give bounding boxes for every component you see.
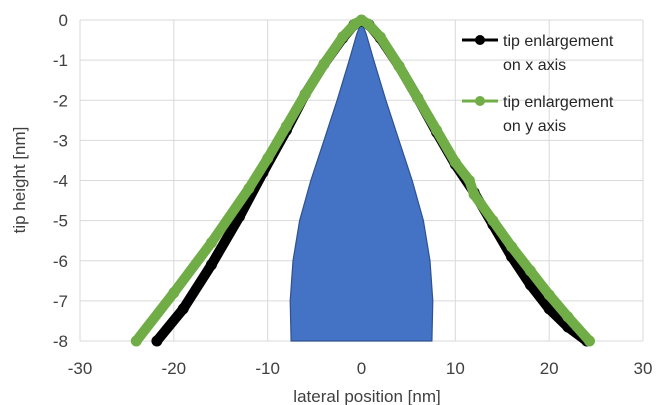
tip-shape-layer	[289, 20, 434, 342]
data-point	[262, 152, 274, 164]
y-tick-label: -4	[53, 172, 68, 191]
y-tick-label: -5	[53, 212, 68, 231]
plot-series	[130, 14, 595, 347]
data-point	[584, 335, 595, 347]
y-tick-label: 0	[59, 11, 68, 30]
data-point	[463, 175, 475, 186]
data-point	[318, 58, 330, 70]
y-tick-label: -7	[53, 292, 68, 311]
x-tick-label: 10	[446, 359, 465, 378]
legend-label-y-axis-line2: on y axis	[503, 118, 566, 135]
data-point	[431, 124, 443, 136]
legend-label-x-axis-line2: on x axis	[503, 57, 566, 74]
x-tick-label: -10	[255, 359, 280, 378]
data-point	[205, 237, 217, 249]
data-point	[337, 31, 349, 43]
data-point	[562, 311, 574, 323]
data-point	[543, 289, 555, 301]
data-point	[243, 183, 255, 194]
data-point	[543, 303, 555, 315]
y-axis-title: tip height [nm]	[10, 127, 29, 234]
x-tick-label: -30	[68, 359, 93, 378]
x-tick-label: -20	[162, 359, 187, 378]
data-point	[487, 215, 499, 227]
data-point	[280, 120, 292, 132]
data-point	[205, 259, 217, 271]
legend-label-x-axis: tip enlargement	[503, 33, 614, 50]
data-point	[151, 335, 163, 347]
legend: tip enlargement on x axis tip enlargemen…	[462, 33, 614, 135]
x-axis-title: lateral position [nm]	[293, 387, 440, 405]
legend-marker-y-axis	[475, 96, 485, 106]
x-tick-label: 30	[634, 359, 653, 378]
data-point	[449, 156, 461, 168]
data-point	[374, 31, 386, 43]
data-point	[130, 335, 142, 347]
x-tick-label: 20	[540, 359, 559, 378]
y-tick-label: -3	[53, 131, 68, 150]
y-tick-label: -6	[53, 252, 68, 271]
data-point	[468, 189, 480, 200]
x-tick-labels: -30 -20 -10 0 10 20 30	[68, 359, 653, 378]
y-tick-label: -8	[53, 332, 68, 351]
legend-marker-x-axis	[475, 35, 485, 45]
data-point	[506, 241, 518, 253]
y-tick-labels: 0 -1 -2 -3 -4 -5 -6 -7 -8	[53, 11, 68, 351]
y-tick-label: -2	[53, 91, 68, 110]
data-point	[299, 88, 311, 100]
data-point	[393, 60, 405, 72]
data-point	[177, 303, 189, 315]
data-point	[362, 18, 374, 30]
legend-label-y-axis: tip enlargement	[503, 94, 614, 111]
x-tick-label: 0	[357, 359, 366, 378]
data-point	[524, 265, 536, 277]
y-tick-label: -1	[53, 51, 68, 70]
series-y-axis	[130, 14, 595, 347]
data-point	[168, 287, 180, 299]
tip-shape	[289, 20, 434, 342]
data-point	[412, 92, 424, 104]
